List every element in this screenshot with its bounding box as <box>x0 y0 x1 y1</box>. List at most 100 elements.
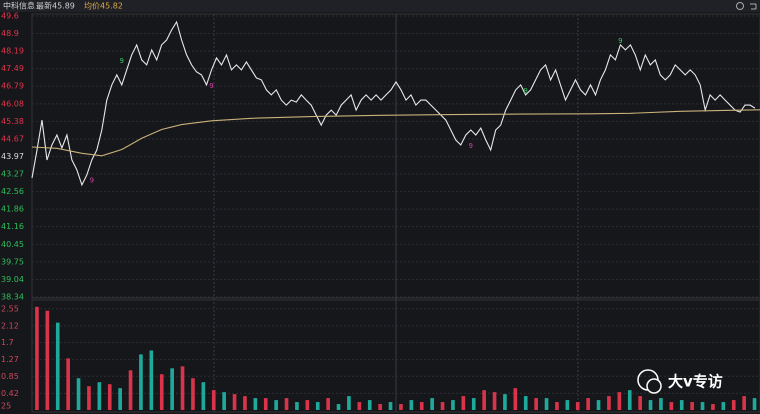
volume-tick-label: 2.55 <box>1 304 19 313</box>
volume-tick-label: 1.7 <box>1 338 14 347</box>
volume-bar <box>534 398 538 410</box>
td-annotation: 9 <box>120 57 124 65</box>
volume-bar <box>430 398 434 410</box>
volume-bar <box>721 402 726 410</box>
td-annotation: 9 <box>209 82 213 90</box>
watermark: 大v专访 <box>637 369 723 394</box>
volume-bar <box>523 396 528 410</box>
y-tick-label: 49.6 <box>1 12 19 21</box>
volume-bar <box>679 400 684 410</box>
header-icons[interactable] <box>736 2 757 10</box>
volume-bar <box>357 402 362 410</box>
volume-bar <box>87 386 91 410</box>
volume-bar <box>284 398 289 410</box>
volume-bar <box>107 384 112 410</box>
volume-bar <box>690 402 694 410</box>
volume-bar <box>565 400 570 410</box>
volume-bar <box>180 366 185 410</box>
volume-bar <box>731 400 736 410</box>
volume-bar <box>128 370 133 410</box>
volume-bar <box>263 398 268 410</box>
volume-bar <box>191 378 195 410</box>
y-tick-label: 43.97 <box>1 152 24 161</box>
price-line <box>31 20 756 187</box>
volume-bar <box>638 396 642 410</box>
y-tick-label: 42.56 <box>1 187 24 196</box>
volume-bar <box>367 400 372 410</box>
volume-tick-label: 1.27 <box>1 355 19 364</box>
volume-bar <box>752 398 757 410</box>
td-annotation: 9 <box>469 142 473 150</box>
price-line <box>31 109 760 157</box>
y-tick-label: 47.49 <box>1 64 24 73</box>
y-tick-label: 40.45 <box>1 240 24 249</box>
td-annotation: 9 <box>90 177 94 185</box>
y-tick-label: 46.08 <box>1 99 24 108</box>
y-tick-label: 41.86 <box>1 205 24 214</box>
volume-bar <box>409 400 414 410</box>
volume-bar <box>617 392 622 410</box>
volume-bar <box>336 404 341 410</box>
volume-bar <box>159 374 164 410</box>
td-annotation: 9 <box>618 37 622 45</box>
volume-bar <box>315 402 320 410</box>
y-tick-label: 46.79 <box>1 82 24 91</box>
volume-bar <box>305 400 310 410</box>
volume-bar <box>419 402 424 410</box>
volume-bar <box>211 390 216 410</box>
volume-bar <box>503 394 507 410</box>
stock-name: 中科信息 <box>3 1 35 11</box>
volume-axis-label: 25 <box>1 402 11 411</box>
volume-bar <box>232 394 237 410</box>
volume-bar <box>253 398 258 410</box>
y-tick-label: 44.67 <box>1 135 24 144</box>
volume-bar <box>149 350 154 410</box>
volume-bar <box>76 378 81 410</box>
volume-bar <box>492 392 497 410</box>
volume-bar <box>627 390 632 410</box>
volume-bar <box>347 396 351 410</box>
td-annotation: 9 <box>523 87 527 95</box>
y-tick-label: 39.04 <box>1 275 24 284</box>
volume-bar <box>482 390 486 410</box>
volume-bar <box>388 402 393 410</box>
volume-bar <box>440 402 445 410</box>
volume-bar <box>118 388 122 410</box>
volume-bar <box>139 354 143 410</box>
volume-bar <box>170 368 174 410</box>
volume-tick-label: 0.85 <box>1 372 19 381</box>
y-tick-label: 43.27 <box>1 169 24 178</box>
y-tick-label: 45.38 <box>1 117 24 126</box>
last-price: 最新45.89 <box>36 1 75 11</box>
volume-bar <box>555 402 559 410</box>
volume-bar <box>222 392 226 410</box>
volume-bar <box>513 388 518 410</box>
volume-bar <box>586 398 590 410</box>
volume-bar <box>274 400 278 410</box>
volume-bar <box>700 402 705 410</box>
volume-bar <box>669 402 674 410</box>
volume-bar <box>201 382 206 410</box>
y-tick-label: 38.34 <box>1 293 24 302</box>
volume-bar <box>45 310 50 410</box>
volume-bar <box>295 402 299 410</box>
y-tick-label: 48.19 <box>1 47 24 56</box>
volume-bar <box>66 358 70 410</box>
volume-bar <box>711 404 715 410</box>
y-tick-label: 39.75 <box>1 257 24 266</box>
volume-bar <box>378 404 382 410</box>
volume-tick-label: 2.12 <box>1 321 19 330</box>
avg-price: 均价45.82 <box>84 1 123 11</box>
header-bar <box>0 0 760 12</box>
y-tick-label: 41.16 <box>1 222 24 231</box>
volume-bar <box>607 396 611 410</box>
volume-bar <box>648 400 653 410</box>
volume-bar <box>35 306 39 410</box>
volume-bar <box>471 398 476 410</box>
volume-tick-label: 0.42 <box>1 389 19 398</box>
y-tick-label: 48.9 <box>1 29 19 38</box>
volume-bar <box>596 400 601 410</box>
volume-bar <box>399 404 403 410</box>
volume-bar <box>326 398 330 410</box>
